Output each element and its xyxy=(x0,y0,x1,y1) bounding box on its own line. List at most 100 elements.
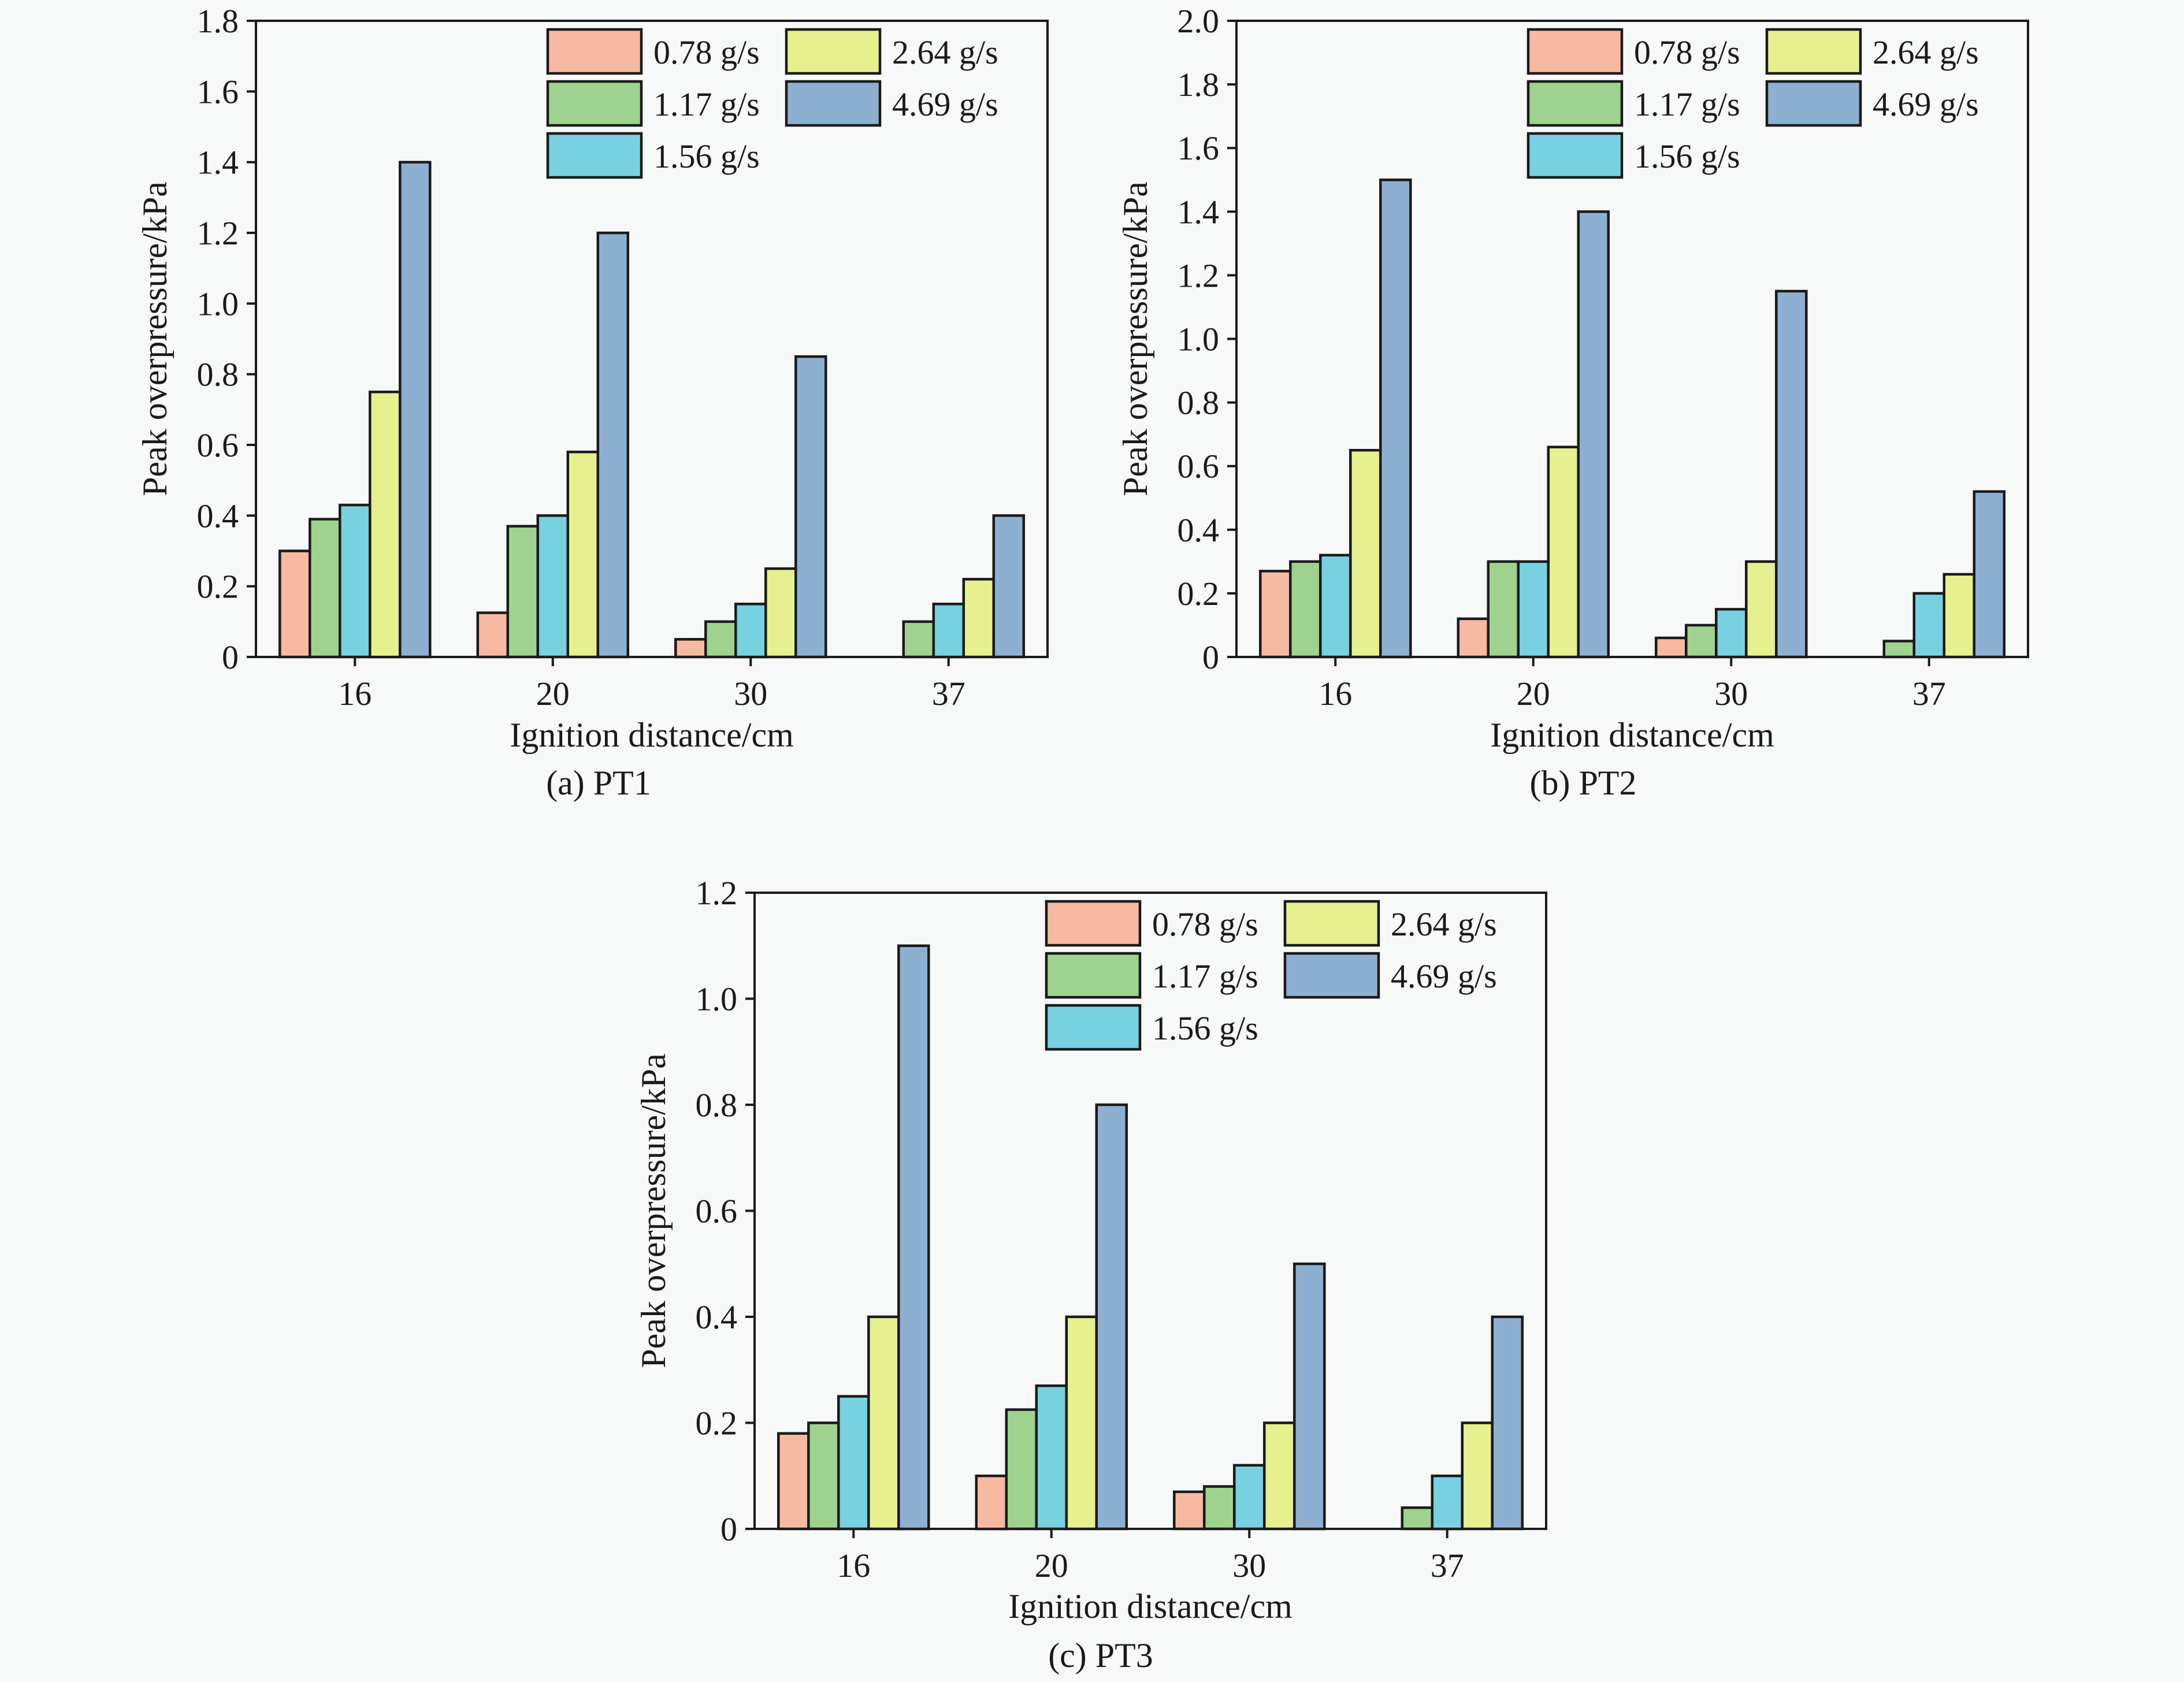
bar-264-cat-16 xyxy=(867,1315,900,1531)
legend: 0.78 g/s 2.64 g/s 1.17 g/s 4.69 g/s 1.56 g/s xyxy=(1526,28,1979,179)
legend-label: 4.69 g/s xyxy=(1391,957,1497,995)
x-tick-label: 16 xyxy=(1318,675,1352,712)
bar-469-cat-30 xyxy=(1775,289,1808,659)
x-tick-label: 37 xyxy=(932,675,965,712)
bar-469-cat-16 xyxy=(1379,179,1412,659)
x-axis-label: Ignition distance/cm xyxy=(1008,1587,1292,1625)
bar-117-cat-30 xyxy=(1685,623,1718,659)
legend: 0.78 g/s 2.64 g/s 1.17 g/s 4.69 g/s 1.56 g/s xyxy=(1045,900,1497,1051)
bar-117-cat-20 xyxy=(1487,560,1520,659)
bar-156-cat-20 xyxy=(1035,1384,1068,1531)
y-tick-label: 0 xyxy=(720,1510,737,1548)
y-tick-label: 1.4 xyxy=(197,144,239,181)
legend-swatch-469 xyxy=(1283,952,1380,999)
y-axis-label: Peak overpressure/kPa xyxy=(136,181,174,496)
x-tick-label: 37 xyxy=(1431,1547,1464,1584)
legend-swatch-117 xyxy=(1045,952,1142,999)
bar-078-cat-30 xyxy=(1173,1490,1206,1531)
bar-469-cat-16 xyxy=(897,944,930,1531)
bar-264-cat-30 xyxy=(1745,560,1778,659)
legend-label: 1.17 g/s xyxy=(1152,957,1258,995)
bar-469-cat-37 xyxy=(1491,1315,1524,1531)
x-tick-label: 20 xyxy=(536,675,570,712)
bar-117-cat-37 xyxy=(902,620,935,659)
y-axis-label: Peak overpressure/kPa xyxy=(1116,181,1154,496)
bar-078-cat-16 xyxy=(777,1432,810,1531)
bar-078-cat-20 xyxy=(975,1475,1008,1531)
bar-156-cat-20 xyxy=(536,514,570,659)
bar-469-cat-20 xyxy=(596,231,630,659)
x-axis-label: Ignition distance/cm xyxy=(510,716,794,754)
y-tick-label: 0.8 xyxy=(1178,384,1220,422)
legend-label: 1.56 g/s xyxy=(1152,1009,1258,1047)
bar-156-cat-37 xyxy=(932,603,965,659)
y-tick-label: 0.8 xyxy=(696,1086,738,1124)
x-tick-label: 30 xyxy=(734,675,767,712)
y-tick-label: 1.2 xyxy=(197,214,239,252)
bar-078-cat-30 xyxy=(1655,636,1688,659)
legend-swatch-156 xyxy=(1045,1004,1142,1051)
x-tick-label: 16 xyxy=(338,675,372,712)
legend-label: 1.56 g/s xyxy=(653,138,760,175)
legend-swatch-117 xyxy=(546,80,643,127)
y-tick-label: 1.0 xyxy=(197,285,239,322)
bar-469-cat-37 xyxy=(1973,490,2006,659)
bar-117-cat-30 xyxy=(704,620,737,659)
legend-label: 4.69 g/s xyxy=(892,86,998,123)
legend-swatch-469 xyxy=(1765,80,1862,127)
bar-156-cat-37 xyxy=(1431,1475,1464,1531)
y-tick-label: 1.6 xyxy=(197,73,239,110)
y-tick-label: 0.6 xyxy=(197,426,239,464)
bar-156-cat-30 xyxy=(1715,608,1748,659)
legend-label: 1.17 g/s xyxy=(1634,86,1740,123)
chart-panel-b: 0 0.2 0.4 0.6 0.8 1.0 1.2 1.4 1.6 1.8 2.0 16 20 30 37 I… xyxy=(1116,2,2029,802)
y-tick-label: 1.2 xyxy=(1178,257,1220,294)
bar-264-cat-16 xyxy=(369,391,402,659)
y-tick-label: 1.0 xyxy=(696,981,738,1018)
panel-caption: (b) PT2 xyxy=(1530,764,1637,802)
bar-264-cat-20 xyxy=(566,450,600,659)
bar-078-cat-20 xyxy=(1457,617,1490,659)
y-tick-label: 0.2 xyxy=(1178,575,1220,612)
x-tick-label: 37 xyxy=(1912,675,1946,712)
y-tick-label: 0 xyxy=(222,638,239,676)
y-tick-label: 2.0 xyxy=(1178,2,1220,40)
legend-swatch-117 xyxy=(1526,80,1624,127)
y-tick-label: 1.6 xyxy=(1178,129,1220,167)
legend-label: 0.78 g/s xyxy=(1634,34,1740,71)
y-tick-label: 0.2 xyxy=(696,1405,738,1442)
plot-frame xyxy=(255,20,1049,658)
bar-078-cat-30 xyxy=(674,638,707,659)
bar-156-cat-30 xyxy=(734,603,767,659)
x-tick-label: 20 xyxy=(1035,1547,1068,1584)
bar-156-cat-30 xyxy=(1233,1464,1266,1531)
y-tick-label: 0.4 xyxy=(696,1298,738,1336)
y-tick-label: 0.8 xyxy=(197,356,239,393)
panel-caption: (a) PT1 xyxy=(546,764,651,802)
chart-panel-c: 0 0.2 0.4 0.6 0.8 1.0 1.2 16 20 30 37 Ignition dist… xyxy=(634,874,1547,1674)
bar-078-cat-20 xyxy=(476,611,510,659)
y-tick-label: 0.2 xyxy=(197,568,239,606)
bar-156-cat-16 xyxy=(339,503,372,659)
bar-156-cat-16 xyxy=(837,1395,870,1531)
bar-264-cat-30 xyxy=(764,567,797,659)
bar-117-cat-20 xyxy=(1005,1408,1038,1531)
bar-117-cat-37 xyxy=(1882,640,1916,659)
y-tick-label: 1.8 xyxy=(197,2,239,40)
bar-469-cat-30 xyxy=(794,355,827,659)
bar-469-cat-30 xyxy=(1293,1263,1326,1531)
legend-swatch-264 xyxy=(1765,28,1862,75)
y-tick-label: 1.0 xyxy=(1178,321,1220,358)
bar-156-cat-16 xyxy=(1319,554,1352,659)
bar-156-cat-37 xyxy=(1912,592,1946,659)
legend: 0.78 g/s 2.64 g/s 1.17 g/s 4.69 g/s 1.56 g/s xyxy=(546,28,998,179)
y-tick-label: 0 xyxy=(1202,638,1219,676)
bar-264-cat-30 xyxy=(1263,1421,1296,1531)
y-tick-label: 0.4 xyxy=(197,497,239,534)
bar-264-cat-20 xyxy=(1065,1315,1098,1531)
bar-264-cat-37 xyxy=(962,578,996,659)
y-axis-label: Peak overpressure/kPa xyxy=(634,1053,673,1368)
bar-469-cat-16 xyxy=(399,161,432,659)
x-axis-label: Ignition distance/cm xyxy=(1490,716,1774,754)
